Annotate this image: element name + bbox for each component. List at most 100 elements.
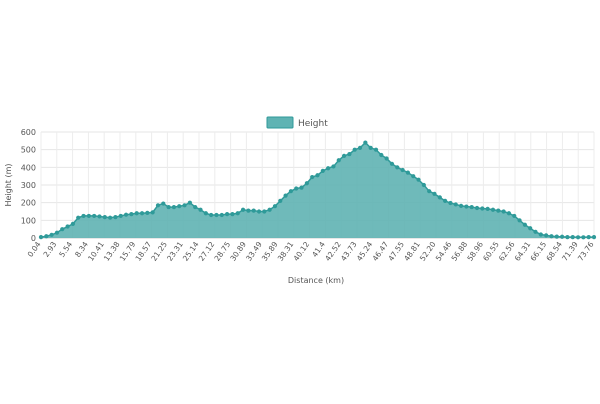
data-point[interactable]	[113, 215, 118, 220]
data-point[interactable]	[219, 212, 224, 218]
data-point[interactable]	[458, 203, 464, 208]
data-point[interactable]	[102, 215, 107, 220]
data-point[interactable]	[336, 158, 341, 163]
data-point[interactable]	[203, 211, 208, 216]
data-point[interactable]	[320, 168, 325, 173]
data-point[interactable]	[480, 206, 485, 211]
data-point[interactable]	[246, 208, 251, 213]
data-point[interactable]	[496, 208, 501, 213]
data-point[interactable]	[490, 207, 496, 212]
data-point[interactable]	[54, 230, 60, 235]
data-point[interactable]	[357, 145, 363, 150]
data-point[interactable]	[549, 234, 554, 239]
data-point[interactable]	[76, 215, 81, 220]
data-point[interactable]	[331, 164, 336, 169]
data-point[interactable]	[570, 235, 575, 240]
data-point[interactable]	[294, 186, 299, 191]
data-point[interactable]	[363, 140, 368, 145]
data-point[interactable]	[97, 214, 102, 219]
data-point[interactable]	[198, 207, 203, 212]
data-point[interactable]	[240, 207, 246, 212]
data-point[interactable]	[108, 215, 113, 220]
data-point[interactable]	[538, 232, 543, 237]
data-point[interactable]	[38, 235, 44, 240]
data-point[interactable]	[544, 233, 549, 238]
data-point[interactable]	[517, 218, 522, 223]
data-point[interactable]	[304, 181, 309, 186]
data-point[interactable]	[81, 213, 86, 219]
data-point[interactable]	[453, 202, 458, 207]
data-point[interactable]	[44, 234, 49, 239]
data-point[interactable]	[182, 203, 187, 208]
data-point[interactable]	[134, 211, 139, 216]
data-point[interactable]	[421, 182, 426, 188]
data-point[interactable]	[405, 170, 410, 175]
data-point[interactable]	[533, 229, 538, 234]
data-point[interactable]	[288, 189, 294, 194]
data-point[interactable]	[118, 213, 123, 219]
data-point[interactable]	[230, 212, 235, 217]
data-point[interactable]	[161, 201, 166, 206]
data-point[interactable]	[283, 193, 288, 198]
data-point[interactable]	[177, 204, 182, 209]
data-point[interactable]	[86, 213, 91, 219]
data-point[interactable]	[235, 211, 240, 216]
data-point[interactable]	[225, 212, 230, 217]
data-point[interactable]	[341, 153, 347, 158]
data-point[interactable]	[565, 235, 570, 240]
data-point[interactable]	[400, 167, 405, 173]
data-point[interactable]	[256, 209, 262, 214]
legend-swatch-height[interactable]	[266, 116, 294, 129]
data-point[interactable]	[278, 198, 283, 203]
data-point[interactable]	[469, 204, 474, 210]
data-point[interactable]	[522, 222, 527, 227]
data-point[interactable]	[528, 226, 533, 231]
data-point[interactable]	[267, 207, 272, 212]
data-point[interactable]	[443, 198, 448, 203]
data-point[interactable]	[384, 156, 389, 161]
data-point[interactable]	[209, 212, 214, 218]
data-point[interactable]	[575, 235, 581, 240]
data-point[interactable]	[501, 209, 506, 214]
data-point[interactable]	[150, 210, 155, 215]
data-point[interactable]	[432, 191, 437, 196]
data-point[interactable]	[379, 152, 384, 158]
data-point[interactable]	[464, 204, 469, 209]
data-point[interactable]	[92, 213, 97, 219]
data-point[interactable]	[310, 174, 315, 180]
data-point[interactable]	[193, 204, 198, 210]
data-point[interactable]	[60, 227, 65, 232]
data-point[interactable]	[70, 221, 75, 226]
data-point[interactable]	[586, 235, 591, 240]
data-point[interactable]	[474, 205, 480, 211]
data-point[interactable]	[395, 165, 400, 170]
data-point[interactable]	[251, 208, 256, 213]
data-point[interactable]	[129, 212, 134, 217]
data-point[interactable]	[373, 147, 379, 152]
data-point[interactable]	[512, 213, 517, 219]
data-point[interactable]	[49, 232, 54, 237]
data-point[interactable]	[326, 166, 331, 171]
data-point[interactable]	[581, 235, 586, 240]
data-point[interactable]	[166, 204, 171, 210]
data-point[interactable]	[506, 211, 512, 216]
data-point[interactable]	[427, 189, 432, 194]
data-point[interactable]	[187, 200, 192, 205]
data-point[interactable]	[65, 224, 70, 229]
data-point[interactable]	[368, 145, 373, 150]
data-point[interactable]	[262, 209, 267, 214]
data-point[interactable]	[352, 147, 357, 152]
data-point[interactable]	[437, 195, 442, 200]
data-point[interactable]	[389, 161, 395, 166]
data-point[interactable]	[214, 212, 219, 218]
data-point[interactable]	[155, 203, 161, 208]
data-point[interactable]	[411, 174, 416, 179]
data-point[interactable]	[560, 234, 565, 239]
data-point[interactable]	[485, 206, 490, 211]
data-point[interactable]	[272, 204, 278, 209]
data-point[interactable]	[171, 204, 177, 210]
data-point[interactable]	[347, 151, 352, 157]
data-point[interactable]	[145, 210, 150, 216]
data-point[interactable]	[448, 200, 453, 206]
data-point[interactable]	[554, 234, 559, 239]
